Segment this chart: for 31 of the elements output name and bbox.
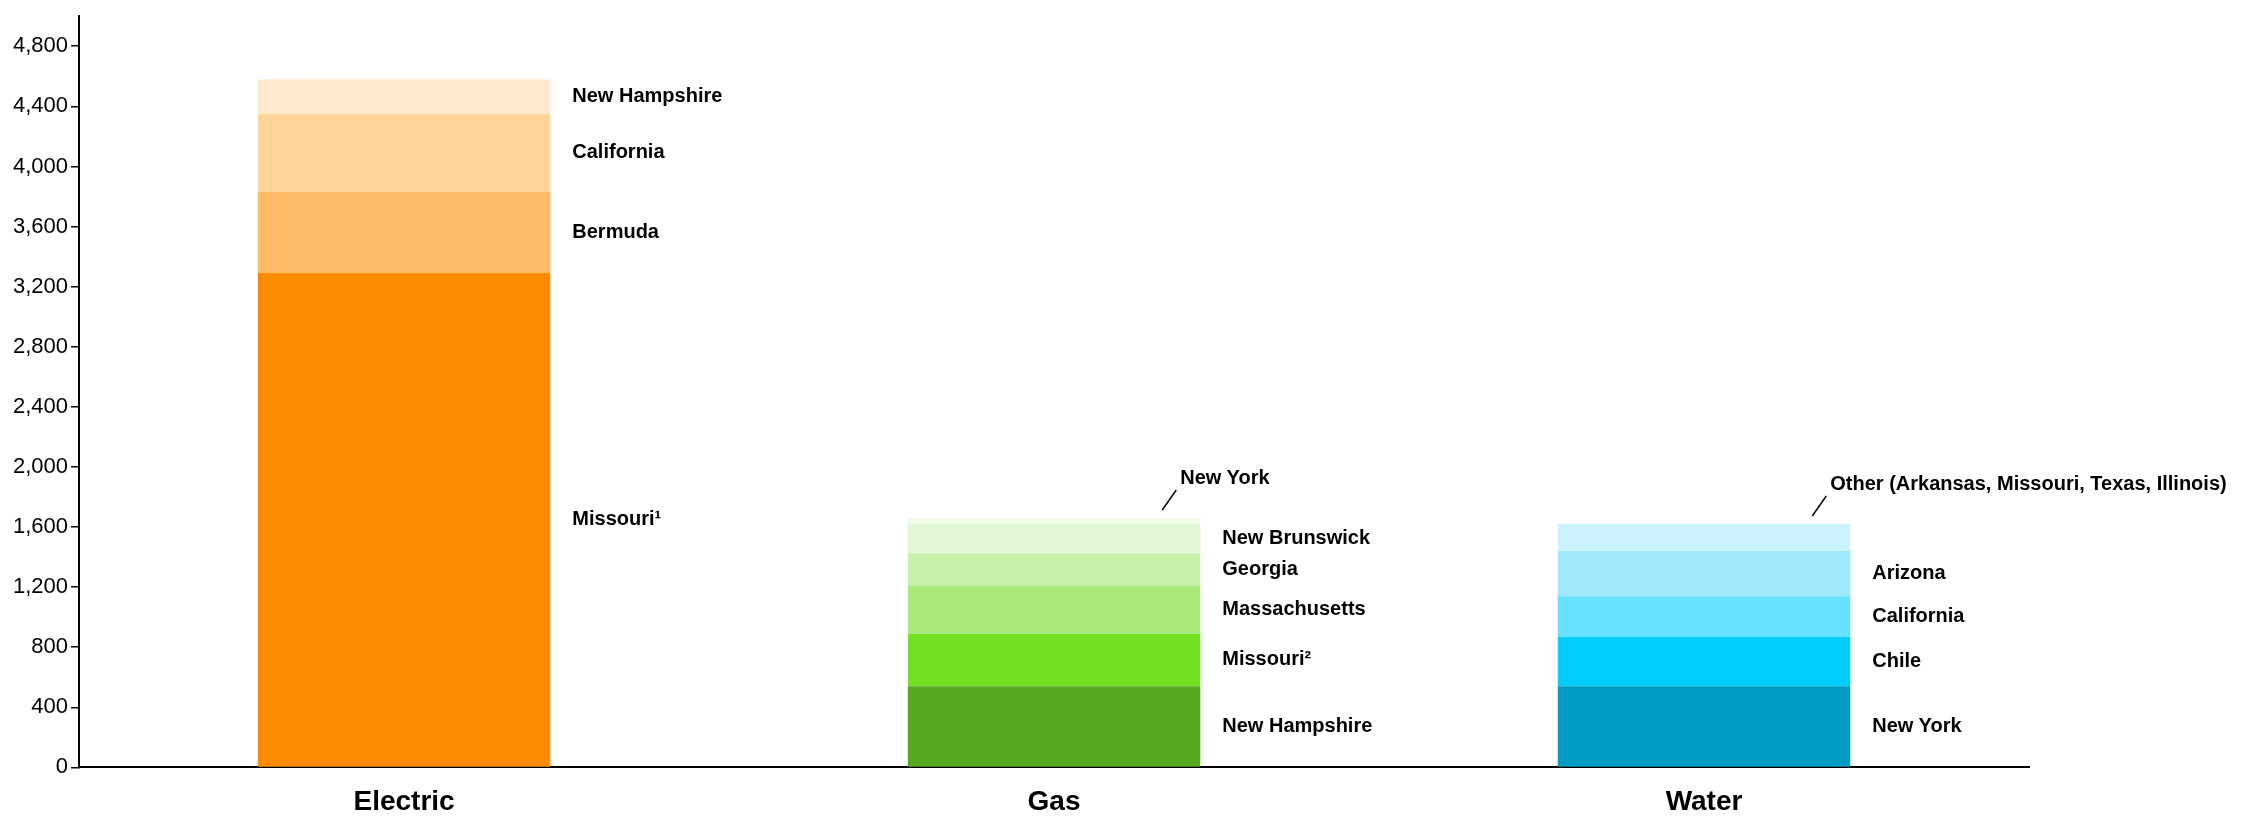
x-tick-label: Gas [1027,784,1081,816]
y-tick-label: 3,600 [12,212,69,238]
y-tick-label: 0 [55,753,69,779]
series-label: Missouri¹ [572,507,662,530]
y-tick-label: 800 [31,633,69,659]
y-tick-label: 2,400 [12,392,69,418]
series-label: New Brunswick [1222,526,1371,549]
x-tick-label: Electric [353,784,455,816]
series-label: New Hampshire [572,84,723,107]
series-label: Other (Arkansas, Missouri, Texas, Illinois) [1830,471,2227,494]
x-tick-label: Water [1665,784,1743,816]
y-tick-label: 3,200 [12,272,69,298]
y-tick-label: 1,600 [12,513,69,539]
series-label: New York [1180,465,1271,488]
series-label: Arizona [1872,561,1947,584]
series-label: Georgia [1222,556,1299,579]
series-label: Missouri² [1222,647,1312,670]
y-tick-label: 400 [31,693,69,719]
series-label: California [1872,603,1966,626]
y-tick-label: 2,000 [12,452,69,478]
y-tick-label: 2,800 [12,332,69,358]
series-label: California [572,140,666,163]
y-tick-label: 4,000 [12,152,69,178]
series-label: Chile [1872,649,1922,671]
series-label: Massachusetts [1222,597,1366,620]
y-tick-label: 1,200 [12,573,69,599]
series-label: New Hampshire [1222,713,1373,736]
y-tick-label: 4,400 [12,92,69,118]
series-label: New York [1872,713,1963,736]
series-label: Bermuda [572,220,660,243]
y-tick-label: 4,800 [12,32,69,58]
